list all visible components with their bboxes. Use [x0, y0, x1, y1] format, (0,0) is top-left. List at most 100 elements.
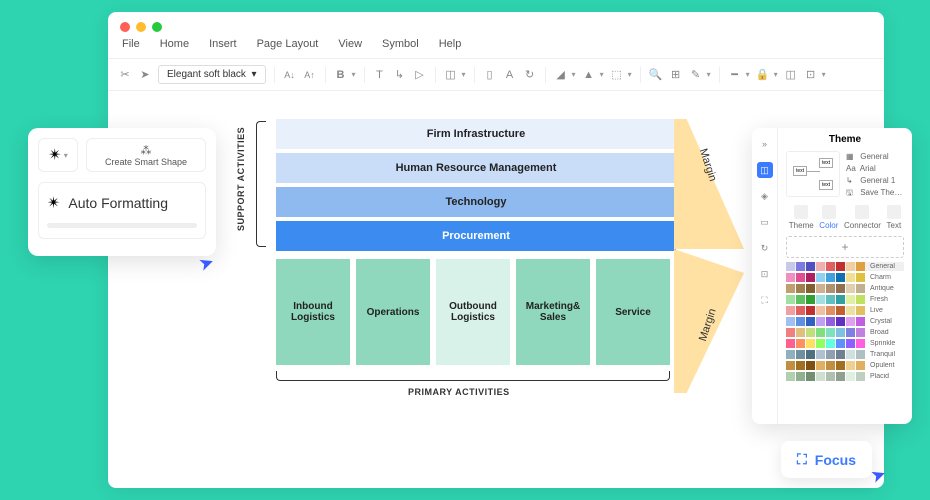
swatch[interactable] [786, 317, 795, 326]
swatch[interactable] [826, 339, 835, 348]
swatch[interactable] [836, 306, 845, 315]
refresh-icon[interactable]: ↻ [523, 68, 537, 82]
minimize-dot[interactable] [136, 22, 146, 32]
swatch[interactable] [816, 361, 825, 370]
swatch[interactable] [796, 317, 805, 326]
align-icon[interactable]: ▯ [483, 68, 497, 82]
swatch[interactable] [786, 350, 795, 359]
support-row-1[interactable]: Human Resource Management [276, 153, 676, 183]
swatch-row-sprinkle[interactable]: Sprinkle [786, 339, 904, 348]
swatch[interactable] [806, 295, 815, 304]
side-comments-icon[interactable]: ⊡ [757, 266, 773, 282]
swatch[interactable] [826, 284, 835, 293]
text-rotate-icon[interactable]: A [503, 68, 517, 82]
side-history-icon[interactable]: ↻ [757, 240, 773, 256]
swatch[interactable] [846, 306, 855, 315]
font-dec-icon[interactable]: A↓ [283, 68, 297, 82]
swatch[interactable] [856, 361, 865, 370]
swatch[interactable] [826, 295, 835, 304]
swatch[interactable] [806, 328, 815, 337]
swatch[interactable] [806, 306, 815, 315]
fill-icon[interactable]: ◢ [554, 68, 568, 82]
swatch[interactable] [786, 372, 795, 381]
swatch[interactable] [786, 262, 795, 271]
swatch-row-charm[interactable]: Charm [786, 273, 904, 282]
swatch[interactable] [846, 328, 855, 337]
side-page-icon[interactable]: ▭ [757, 214, 773, 230]
swatch[interactable] [816, 295, 825, 304]
swatch[interactable] [796, 328, 805, 337]
maximize-dot[interactable] [152, 22, 162, 32]
swatch[interactable] [806, 262, 815, 271]
layers-icon[interactable]: ◫ [444, 68, 458, 82]
swatch[interactable] [806, 361, 815, 370]
theme-preview-thumb[interactable]: text text text [786, 151, 840, 197]
menu-help[interactable]: Help [439, 38, 462, 50]
swatch[interactable] [796, 339, 805, 348]
swatch[interactable] [796, 350, 805, 359]
swatch[interactable] [856, 262, 865, 271]
swatch[interactable] [856, 306, 865, 315]
menu-file[interactable]: File [122, 38, 140, 50]
swatch[interactable] [816, 350, 825, 359]
swatch[interactable] [856, 339, 865, 348]
swatch[interactable] [786, 306, 795, 315]
swatch[interactable] [826, 317, 835, 326]
theme-tab-connector[interactable]: Connector [844, 205, 881, 230]
swatch[interactable] [806, 372, 815, 381]
swatch[interactable] [826, 273, 835, 282]
swatch[interactable] [826, 372, 835, 381]
swatch[interactable] [846, 339, 855, 348]
swatch[interactable] [836, 273, 845, 282]
swatch[interactable] [786, 273, 795, 282]
lock-icon[interactable]: 🔒 [756, 68, 770, 82]
swatch[interactable] [786, 339, 795, 348]
swatch[interactable] [836, 328, 845, 337]
primary-box-0[interactable]: Inbound Logistics [276, 259, 350, 365]
text-icon[interactable]: T [373, 68, 387, 82]
font-inc-icon[interactable]: A↑ [303, 68, 317, 82]
swatch-row-tranquil[interactable]: Tranquil [786, 350, 904, 359]
spark-button[interactable]: ✴▾ [38, 138, 78, 172]
swatch[interactable] [846, 284, 855, 293]
primary-box-2[interactable]: Outbound Logistics [436, 259, 510, 365]
swatch[interactable] [856, 284, 865, 293]
swatch[interactable] [856, 273, 865, 282]
swatch[interactable] [846, 262, 855, 271]
swatch[interactable] [826, 306, 835, 315]
line-icon[interactable]: ━ [728, 68, 742, 82]
swatch[interactable] [816, 262, 825, 271]
auto-formatting-button[interactable]: ✴ Auto Formatting ➤ [38, 182, 206, 239]
swatch[interactable] [836, 284, 845, 293]
connector-icon[interactable]: ↳ [393, 68, 407, 82]
side-theme-icon[interactable]: ◫ [757, 162, 773, 178]
menu-insert[interactable]: Insert [209, 38, 237, 50]
swatch[interactable] [806, 350, 815, 359]
swatch[interactable] [796, 306, 805, 315]
swatch[interactable] [836, 295, 845, 304]
swatch[interactable] [816, 339, 825, 348]
swatch[interactable] [786, 328, 795, 337]
swatch[interactable] [856, 350, 865, 359]
swatch[interactable] [846, 273, 855, 282]
swatch[interactable] [806, 339, 815, 348]
font-selector[interactable]: Elegant soft black ▾ [158, 65, 266, 84]
swatch[interactable] [806, 273, 815, 282]
theme-legend-item[interactable]: ↳ General 1 [846, 175, 902, 187]
bold-icon[interactable]: B [334, 68, 348, 82]
swatch-row-opulent[interactable]: Opulent [786, 361, 904, 370]
theme-tab-color[interactable]: Color [819, 205, 838, 230]
side-expand-icon[interactable]: ⛶ [757, 292, 773, 308]
swatch[interactable] [786, 295, 795, 304]
swatch[interactable] [826, 350, 835, 359]
swatch-row-broad[interactable]: Broad [786, 328, 904, 337]
swatch[interactable] [836, 339, 845, 348]
support-row-0[interactable]: Firm Infrastructure [276, 119, 676, 149]
swatch[interactable] [836, 350, 845, 359]
swatch[interactable] [796, 284, 805, 293]
menu-page-layout[interactable]: Page Layout [257, 38, 319, 50]
swatch[interactable] [836, 317, 845, 326]
cursor-icon[interactable]: ➤ [138, 68, 152, 82]
support-row-2[interactable]: Technology [276, 187, 676, 217]
swatch[interactable] [786, 361, 795, 370]
